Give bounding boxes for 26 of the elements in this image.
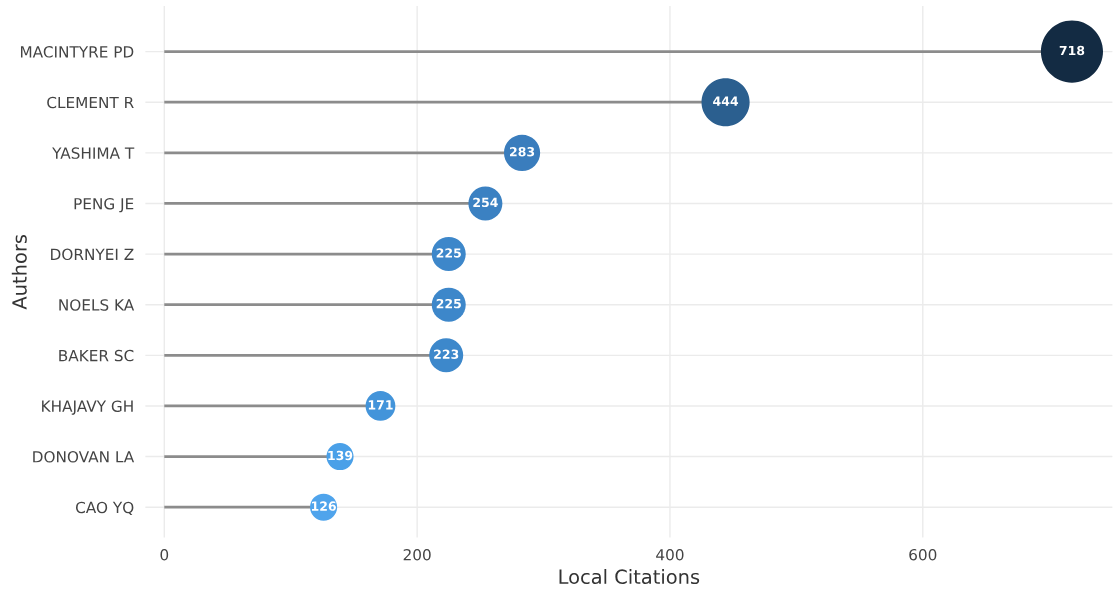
y-tick-label: CAO YQ xyxy=(75,501,134,515)
data-label: 126 xyxy=(311,501,336,511)
data-label: 139 xyxy=(328,450,353,461)
data-label: 225 xyxy=(436,298,461,309)
data-label: 283 xyxy=(510,147,535,157)
y-tick-label: KHAJAVY GH xyxy=(42,400,133,415)
data-label: 254 xyxy=(473,197,498,208)
x-tick-label: 600 xyxy=(909,548,937,561)
y-tick-label: DONOVAN LA xyxy=(33,451,135,463)
y-tick-label: BAKER SC xyxy=(59,349,134,362)
data-label: 223 xyxy=(434,349,459,359)
data-label: 444 xyxy=(713,96,739,106)
data-label: 225 xyxy=(436,248,461,258)
y-tick-label: PENG JE xyxy=(74,197,134,213)
x-tick-label: 200 xyxy=(403,548,431,561)
y-tick-label: NOELS KA xyxy=(59,299,135,311)
data-label: 718 xyxy=(1059,45,1085,56)
y-tick-label: DORNYEI Z xyxy=(51,248,134,261)
data-label: 171 xyxy=(368,400,393,410)
y-tick-label: CLEMENT R xyxy=(47,96,134,109)
y-axis-title: Authors xyxy=(11,234,27,310)
x-tick-label: 0 xyxy=(160,548,169,561)
x-tick-label: 400 xyxy=(656,548,684,561)
x-axis-title: Local Citations xyxy=(559,569,700,585)
y-tick-label: YASHIMA T xyxy=(52,147,135,159)
y-tick-label: MACINTYRE PD xyxy=(20,46,134,58)
